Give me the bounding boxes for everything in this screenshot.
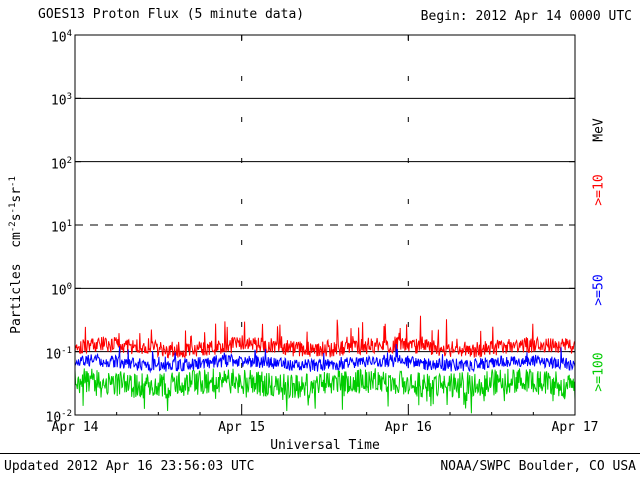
y-axis-label-exp: -1 (7, 202, 18, 214)
footer-divider (0, 453, 640, 454)
y-axis-label-exp: -2 (7, 221, 18, 233)
legend-label-ge10: >=10 (591, 174, 607, 206)
source-attribution: NOAA/SWPC Boulder, CO USA (440, 459, 636, 474)
legend-label-ge50: >=50 (591, 274, 607, 306)
x-tick-label: Apr 15 (218, 420, 266, 435)
legend-label-ge100: >=100 (591, 352, 607, 392)
y-axis-label-text: s (9, 213, 25, 222)
series->=50 (74, 343, 576, 374)
x-tick-label: Apr 17 (551, 420, 599, 435)
y-axis-label-exp: -1 (7, 176, 18, 187)
series->=100 (74, 368, 576, 414)
y-tick-label: 10-2 (45, 409, 73, 426)
y-tick-label: 102 (50, 155, 72, 172)
y-tick-label: 10-1 (45, 345, 73, 362)
y-tick-label: 101 (50, 219, 72, 236)
chart-title: GOES13 Proton Flux (5 minute data) (38, 7, 305, 22)
y-tick-label: 103 (50, 92, 72, 109)
y-axis-label: Particles cm-2s-1sr-1 (8, 176, 24, 334)
updated-timestamp: Updated 2012 Apr 16 23:56:03 UTC (4, 459, 255, 474)
series->=10 (74, 315, 576, 359)
x-tick-label: Apr 14 (51, 420, 99, 435)
y-axis-label-text: sr (9, 186, 25, 203)
right-axis-unit-label: MeV (591, 118, 607, 142)
x-axis-label: Universal Time (270, 438, 380, 453)
y-tick-label: 104 (50, 29, 72, 46)
y-axis-label-text: Particles cm (9, 232, 25, 334)
x-tick-label: Apr 16 (384, 420, 432, 435)
begin-time-label: Begin: 2012 Apr 14 0000 UTC (420, 9, 632, 24)
plot-frame (74, 34, 576, 416)
y-tick-label: 100 (50, 282, 72, 299)
